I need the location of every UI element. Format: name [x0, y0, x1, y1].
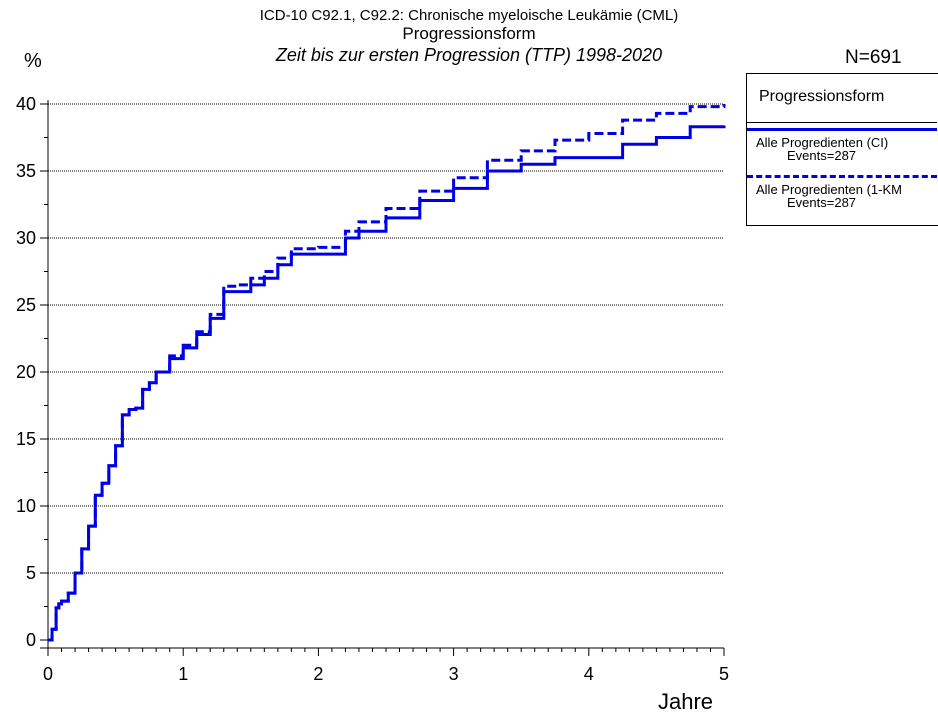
chart-title-line2: Progressionsform	[402, 24, 536, 43]
legend-entry-ci-events: Events=287	[787, 148, 857, 163]
legend-entry-ci: Alle Progredienten (CI)	[756, 135, 889, 150]
y-axis-unit-label: %	[24, 50, 42, 72]
series-line-ci	[48, 125, 726, 642]
axis-ticks: 0 5 10 15 20 25 30 35 40 0 1 2 3 4 5	[16, 94, 729, 684]
y-tick-label-25: 25	[16, 295, 36, 315]
axes	[40, 100, 724, 649]
x-tick-label-3: 3	[449, 664, 459, 684]
legend: Progressionsform Alle Progredienten (CI)…	[746, 73, 938, 226]
y-tick-label-30: 30	[16, 228, 36, 248]
patient-count: N=691	[845, 47, 902, 68]
series-layer	[48, 104, 726, 642]
y-tick-label-35: 35	[16, 161, 36, 181]
y-tick-label-15: 15	[16, 429, 36, 449]
x-tick-label-2: 2	[313, 664, 323, 684]
x-tick-label-1: 1	[178, 664, 188, 684]
chart-title-line1: ICD-10 C92.1, C92.2: Chronische myeloisc…	[259, 7, 679, 24]
y-tick-label-20: 20	[16, 362, 36, 382]
y-tick-label-40: 40	[16, 94, 36, 114]
y-tick-label-0: 0	[26, 630, 36, 650]
y-tick-label-10: 10	[16, 496, 36, 516]
legend-swatch-solid	[747, 128, 937, 131]
chart-subtitle: Zeit bis zur ersten Progression (TTP) 19…	[275, 45, 663, 65]
x-axis-label: Jahre	[658, 689, 714, 714]
x-tick-label-0: 0	[43, 664, 53, 684]
x-tick-label-5: 5	[719, 664, 729, 684]
legend-divider	[747, 122, 937, 123]
legend-title: Progressionsform	[759, 88, 885, 105]
y-tick-label-5: 5	[26, 563, 36, 583]
legend-entry-km-events: Events=287	[787, 195, 857, 210]
legend-entry-km: Alle Progredienten (1-KM	[756, 182, 902, 197]
legend-swatch-dashed	[747, 175, 937, 178]
y-gridlines	[48, 103, 724, 574]
x-tick-label-4: 4	[584, 664, 594, 684]
